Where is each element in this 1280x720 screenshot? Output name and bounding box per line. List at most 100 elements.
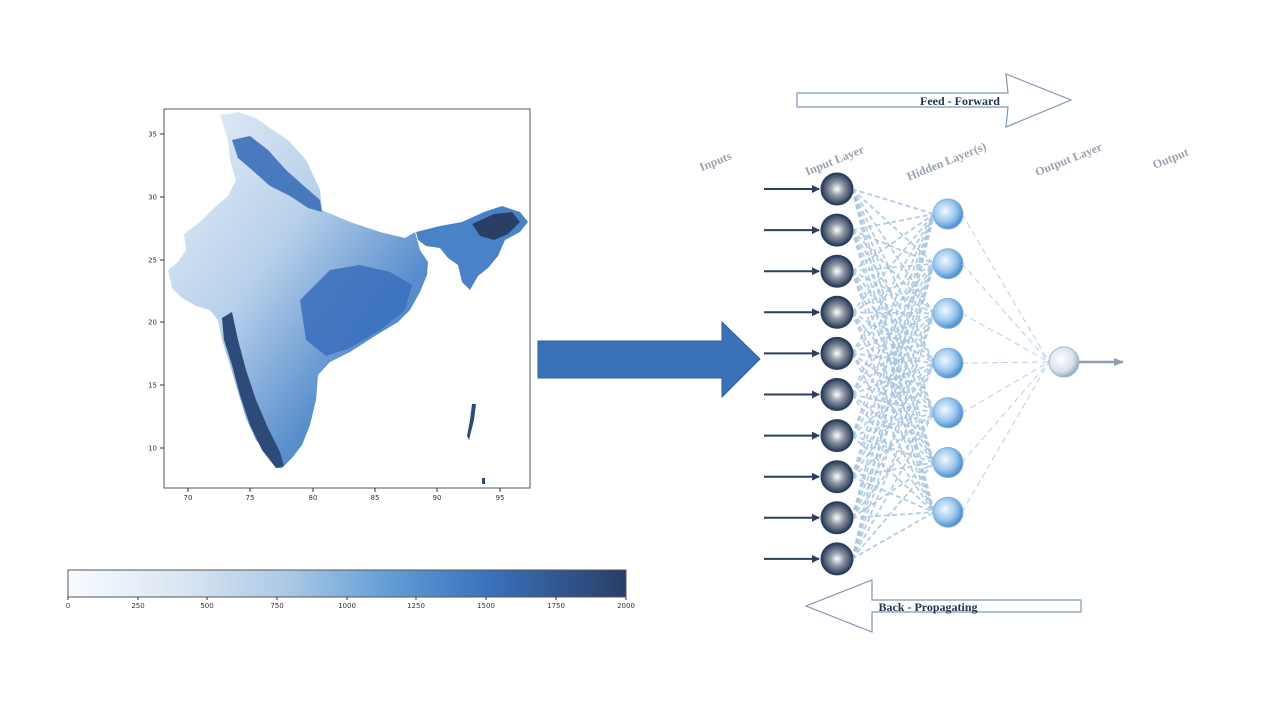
colorbar-tick: 750 — [270, 602, 283, 610]
output-node — [1048, 346, 1080, 378]
hidden-output-connections — [961, 213, 1050, 513]
connection-line — [851, 311, 935, 364]
connection-line — [851, 475, 935, 514]
connection-line — [851, 312, 935, 355]
nicobar-islands — [482, 478, 485, 484]
colorbar-ticks: 0 250 500 750 1000 1250 1500 1750 2000 — [66, 597, 635, 610]
connection-line — [851, 213, 935, 519]
connection-line — [851, 311, 935, 463]
connection-line — [961, 361, 1050, 513]
map-y-axis: 35 30 25 20 15 10 — [148, 131, 164, 453]
connection-line — [851, 188, 935, 215]
connection-line — [961, 312, 1050, 363]
connection-line — [851, 213, 935, 477]
map-x-tick: 95 — [496, 494, 505, 502]
map-x-axis: 70 75 80 85 90 95 — [184, 488, 505, 502]
map-x-tick: 70 — [184, 494, 193, 502]
connection-line — [851, 213, 935, 354]
connection-line — [851, 263, 935, 395]
connection-line — [851, 262, 935, 273]
colorbar-tick: 0 — [66, 602, 70, 610]
connection-line — [851, 434, 935, 464]
map-y-tick: 35 — [148, 131, 157, 139]
connection-line — [851, 313, 935, 560]
output-layer-label: Output Layer — [1033, 139, 1105, 179]
back-propagating-arrow: Back - Propagating — [804, 579, 1082, 633]
map-y-tick: 10 — [148, 445, 157, 453]
andaman-islands — [467, 404, 476, 440]
connection-line — [851, 412, 935, 519]
connection-line — [851, 412, 935, 560]
connection-line — [851, 312, 935, 396]
colorbar: 0 250 500 750 1000 1250 1500 1750 2000 — [66, 569, 635, 610]
connection-line — [851, 352, 935, 513]
colorbar-tick: 1000 — [338, 602, 356, 610]
map-x-tick: 75 — [246, 494, 255, 502]
connection-line — [961, 213, 1050, 363]
colorbar-tick: 2000 — [617, 602, 635, 610]
input-node — [820, 419, 854, 453]
connection-line — [851, 213, 935, 560]
connection-line — [851, 229, 935, 265]
connection-line — [851, 270, 935, 364]
input-node — [820, 378, 854, 411]
himalaya-belt — [232, 136, 322, 212]
connection-line — [851, 229, 935, 414]
colorbar-tick: 500 — [200, 602, 213, 610]
connection-line — [851, 362, 935, 519]
connection-line — [851, 263, 935, 355]
map-x-tick: 85 — [371, 494, 380, 502]
central-east-region — [300, 265, 412, 356]
connection-line — [851, 213, 935, 272]
hidden-node — [932, 496, 964, 528]
inputs-label: Inputs — [697, 148, 733, 174]
input-node — [820, 460, 854, 494]
connection-line — [851, 313, 935, 519]
india-mainland — [168, 112, 428, 468]
connection-line — [851, 229, 935, 364]
connection-line — [961, 263, 1050, 363]
feed-forward-arrow: Feed - Forward — [796, 73, 1073, 128]
input-node — [820, 336, 854, 370]
connection-line — [851, 312, 935, 478]
connection-line — [851, 461, 935, 560]
flow-arrow — [537, 320, 761, 399]
colorbar-tick: 250 — [131, 602, 144, 610]
output-label: Output — [1151, 145, 1191, 172]
connection-line — [851, 411, 935, 437]
connection-line — [851, 461, 935, 478]
colorbar-gradient — [67, 569, 627, 598]
hidden-node — [932, 397, 964, 429]
connection-line — [961, 361, 1050, 414]
connection-line — [851, 362, 935, 437]
hidden-node — [932, 347, 964, 379]
connection-line — [851, 213, 935, 313]
connection-line — [851, 393, 935, 414]
hidden-node — [932, 447, 964, 478]
connection-line — [851, 263, 935, 478]
connection-line — [961, 361, 1050, 364]
map-y-tick: 20 — [148, 319, 157, 327]
input-node — [820, 254, 854, 288]
connection-line — [851, 362, 935, 478]
hidden-node — [932, 198, 964, 230]
connection-line — [851, 434, 935, 513]
connection-line — [851, 213, 935, 436]
connection-line — [851, 263, 935, 519]
back-propagating-label: Back - Propagating — [878, 600, 977, 614]
connection-line — [851, 511, 935, 519]
hidden-node — [932, 248, 964, 280]
connection-line — [851, 412, 935, 478]
connection-line — [851, 352, 935, 364]
connection-line — [851, 270, 935, 315]
map-x-tick: 90 — [433, 494, 442, 502]
connection-line — [851, 263, 935, 560]
connection-line — [961, 361, 1050, 463]
connection-line — [851, 229, 935, 315]
connection-line — [851, 311, 935, 315]
input-node — [820, 295, 854, 329]
map-x-tick: 80 — [309, 494, 318, 502]
hidden-node — [932, 297, 964, 329]
colorbar-tick: 1500 — [477, 602, 495, 610]
colorbar-tick: 1250 — [407, 602, 425, 610]
